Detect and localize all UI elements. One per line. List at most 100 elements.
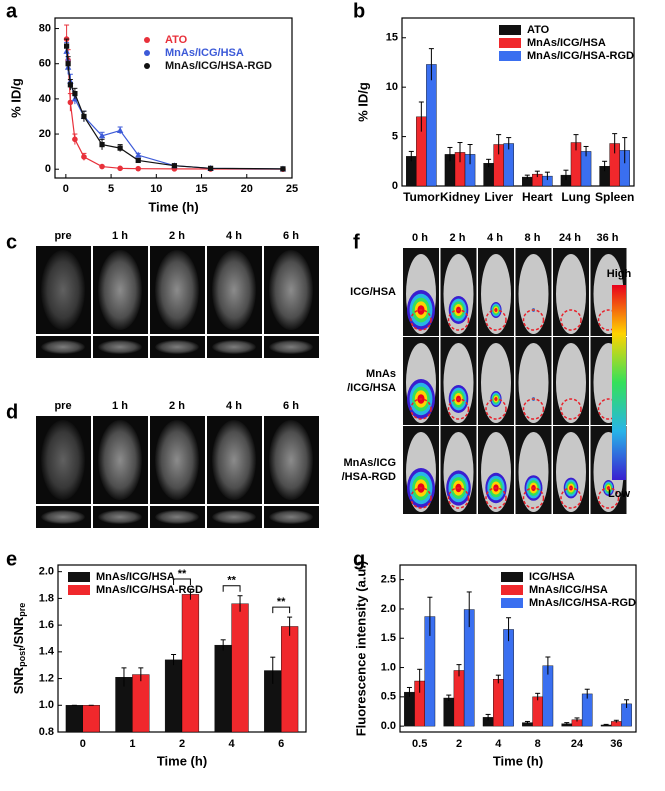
legend-swatch: [499, 25, 521, 35]
y-axis-label-part: SNR: [11, 666, 26, 694]
bar: [503, 629, 514, 727]
point: [207, 165, 214, 171]
point: [64, 43, 70, 49]
y-tick-label: 0: [45, 163, 51, 175]
mri-axial-body: [212, 510, 256, 524]
row-label: /HSA-RGD: [342, 471, 396, 483]
column-label: 0 h: [412, 232, 428, 244]
legend-marker: [144, 37, 150, 43]
legend-swatch: [501, 572, 523, 582]
mri-axial-body: [155, 340, 199, 354]
mri-body: [269, 250, 313, 330]
point: [117, 165, 123, 172]
tumor-marker: [447, 309, 470, 331]
bar: [82, 705, 100, 733]
bar: [404, 691, 415, 727]
mri-axial-body: [212, 340, 256, 354]
x-tick-label: 6: [278, 738, 284, 750]
x-tick-label: 0: [80, 738, 86, 750]
tumor-marker: [410, 309, 432, 331]
colorbar-low: Low: [608, 488, 630, 500]
mri-body: [41, 250, 85, 330]
row-label: MnAs: [366, 368, 396, 380]
legend-marker: [144, 50, 150, 56]
y-axis-label: SNRpost/SNRpre: [11, 603, 27, 695]
bar: [231, 603, 249, 733]
mri-body: [98, 250, 142, 330]
panel-letter: e: [6, 548, 17, 570]
y-tick-label: 40: [39, 93, 51, 105]
panel-letter: g: [353, 548, 365, 570]
column-label: 4 h: [226, 400, 242, 412]
tumor-marker: [485, 309, 507, 331]
legend-swatch: [499, 51, 521, 61]
point: [99, 163, 105, 170]
point: [81, 113, 87, 120]
panel-letter: f: [353, 231, 360, 253]
x-tick-label: Heart: [522, 190, 553, 204]
legend-label: MnAs/ICG/HSA-RGD: [96, 584, 203, 596]
legend-swatch: [501, 598, 523, 608]
legend-label: MnAs/ICG/HSA-RGD: [165, 60, 272, 72]
x-tick-label: 4: [229, 738, 236, 750]
x-tick-label: Lung: [561, 190, 590, 204]
legend-swatch: [499, 38, 521, 48]
column-label: 24 h: [559, 232, 581, 244]
tumor-marker: [522, 487, 545, 509]
bar: [65, 705, 83, 733]
panel-letter: c: [6, 231, 17, 253]
column-label: 4 h: [226, 230, 242, 242]
point: [67, 99, 74, 106]
mri-axial-body: [269, 510, 313, 524]
legend-label: ICG/HSA: [529, 571, 575, 583]
x-axis-label: Time (h): [493, 753, 543, 768]
tumor-marker: [410, 398, 432, 420]
bar: [132, 674, 150, 733]
tumor-marker: [597, 487, 620, 509]
column-label: 36 h: [596, 232, 618, 244]
row-label: /ICG/HSA: [347, 382, 396, 394]
x-tick-label: 25: [286, 183, 298, 195]
point: [72, 91, 78, 97]
x-tick-label: 0.5: [412, 738, 427, 750]
y-axis-label: % ID/g: [355, 82, 370, 122]
bar: [532, 696, 543, 727]
mri-axial-body: [41, 510, 85, 524]
point: [171, 163, 178, 169]
x-tick-label: Tumor: [403, 190, 440, 204]
column-label: 2 h: [450, 232, 466, 244]
y-tick-label: 1.2: [39, 672, 54, 684]
x-tick-label: 24: [571, 738, 584, 750]
x-tick-label: 20: [241, 183, 253, 195]
legend-marker: [144, 63, 150, 69]
plot-frame: [401, 17, 635, 187]
x-tick-label: 0: [63, 183, 69, 195]
mri-body: [155, 250, 199, 330]
x-tick-label: 10: [150, 183, 162, 195]
legend-label: MnAs/ICG/HSA: [165, 47, 244, 59]
y-tick-label: 0.0: [381, 720, 396, 732]
significance-bracket: [173, 578, 191, 586]
bar: [426, 64, 437, 187]
y-tick-label: 0.5: [381, 691, 396, 703]
x-tick-label: 36: [610, 738, 622, 750]
x-tick-label: 2: [179, 738, 185, 750]
y-tick-label: 0: [392, 180, 398, 192]
legend-swatch: [68, 585, 90, 595]
tumor-marker: [410, 487, 432, 509]
tumor-marker: [560, 309, 582, 331]
point: [135, 151, 142, 158]
panel-letter: a: [6, 0, 18, 22]
tumor-marker: [485, 398, 507, 420]
x-tick-label: Kidney: [440, 190, 480, 204]
tumor-marker: [447, 487, 470, 509]
point: [117, 145, 123, 151]
y-tick-label: 0.8: [39, 726, 54, 738]
significance-label: **: [227, 575, 236, 587]
mri-body: [98, 420, 142, 500]
plot-frame: [399, 564, 637, 733]
x-tick-label: Spleen: [595, 190, 634, 204]
bar: [503, 143, 514, 187]
y-tick-label: 10: [386, 81, 398, 93]
y-tick-label: 1.4: [39, 646, 55, 658]
